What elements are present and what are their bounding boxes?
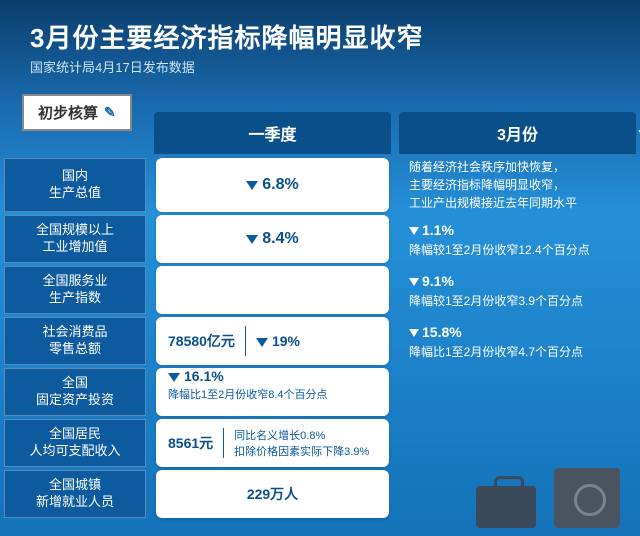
march-column: 3月份 ▼同比下降 随着经济社会秩序加快恢复， 主要经济指标降幅明显收窄， 工业… xyxy=(395,112,640,521)
row-label-gdp: 国内生产总值 xyxy=(4,158,146,212)
label-column: 国内生产总值 全国规模以上工业增加值 全国服务业生产指数 社会消费品零售总额 全… xyxy=(0,112,150,521)
march-services: 9.1% 降幅较1至2月份收窄3.9个百分点 xyxy=(401,266,634,314)
row-label-services: 全国服务业生产指数 xyxy=(4,266,146,314)
tag-preliminary: 初步核算 ✎ xyxy=(22,94,132,131)
q1-industrial: 8.4% xyxy=(156,215,389,263)
q1-gdp: 6.8% xyxy=(156,158,389,212)
data-table: 国内生产总值 全国规模以上工业增加值 全国服务业生产指数 社会消费品零售总额 全… xyxy=(0,112,640,521)
briefcase-icon xyxy=(476,486,536,528)
row-label-industrial: 全国规模以上工业增加值 xyxy=(4,215,146,263)
row-label-income: 全国居民人均可支配收入 xyxy=(4,419,146,467)
main-title: 3月份主要经济指标降幅明显收窄 xyxy=(0,0,640,57)
row-label-employment: 全国城镇新增就业人员 xyxy=(4,470,146,518)
march-retail: 15.8% 降幅比1至2月份收窄4.7个百分点 xyxy=(401,317,634,365)
q1-investment: 16.1% 降幅比1至2月份收窄8.4个百分点 xyxy=(156,368,389,416)
march-income-empty xyxy=(401,419,634,467)
q1-header: 一季度 xyxy=(154,112,391,154)
q1-retail: 78580亿元 19% xyxy=(156,317,389,365)
safe-icon xyxy=(554,468,620,528)
march-header: 3月份 ▼同比下降 xyxy=(399,112,636,154)
row-label-investment: 全国固定资产投资 xyxy=(4,368,146,416)
q1-column: 一季度 6.8% 8.4% 78580亿元 19% 16.1% 降幅比1至2月份… xyxy=(150,112,395,521)
subtitle: 国家统计局4月17日发布数据 xyxy=(0,57,640,90)
q1-services xyxy=(156,266,389,314)
illustration xyxy=(476,468,620,528)
tag-label: 初步核算 xyxy=(38,102,98,123)
row-label-retail: 社会消费品零售总额 xyxy=(4,317,146,365)
march-investment-empty xyxy=(401,368,634,416)
q1-employment: 229万人 xyxy=(156,470,389,518)
legend-yoy-down: ▼同比下降 xyxy=(636,124,640,141)
march-gdp-note: 随着经济社会秩序加快恢复， 主要经济指标降幅明显收窄， 工业产出规模接近去年同期… xyxy=(401,158,634,212)
pencil-icon: ✎ xyxy=(104,104,116,121)
march-industrial: 1.1% 降幅较1至2月份收窄12.4个百分点 xyxy=(401,215,634,263)
q1-income: 8561元 同比名义增长0.8% 扣除价格因素实际下降3.9% xyxy=(156,419,389,467)
